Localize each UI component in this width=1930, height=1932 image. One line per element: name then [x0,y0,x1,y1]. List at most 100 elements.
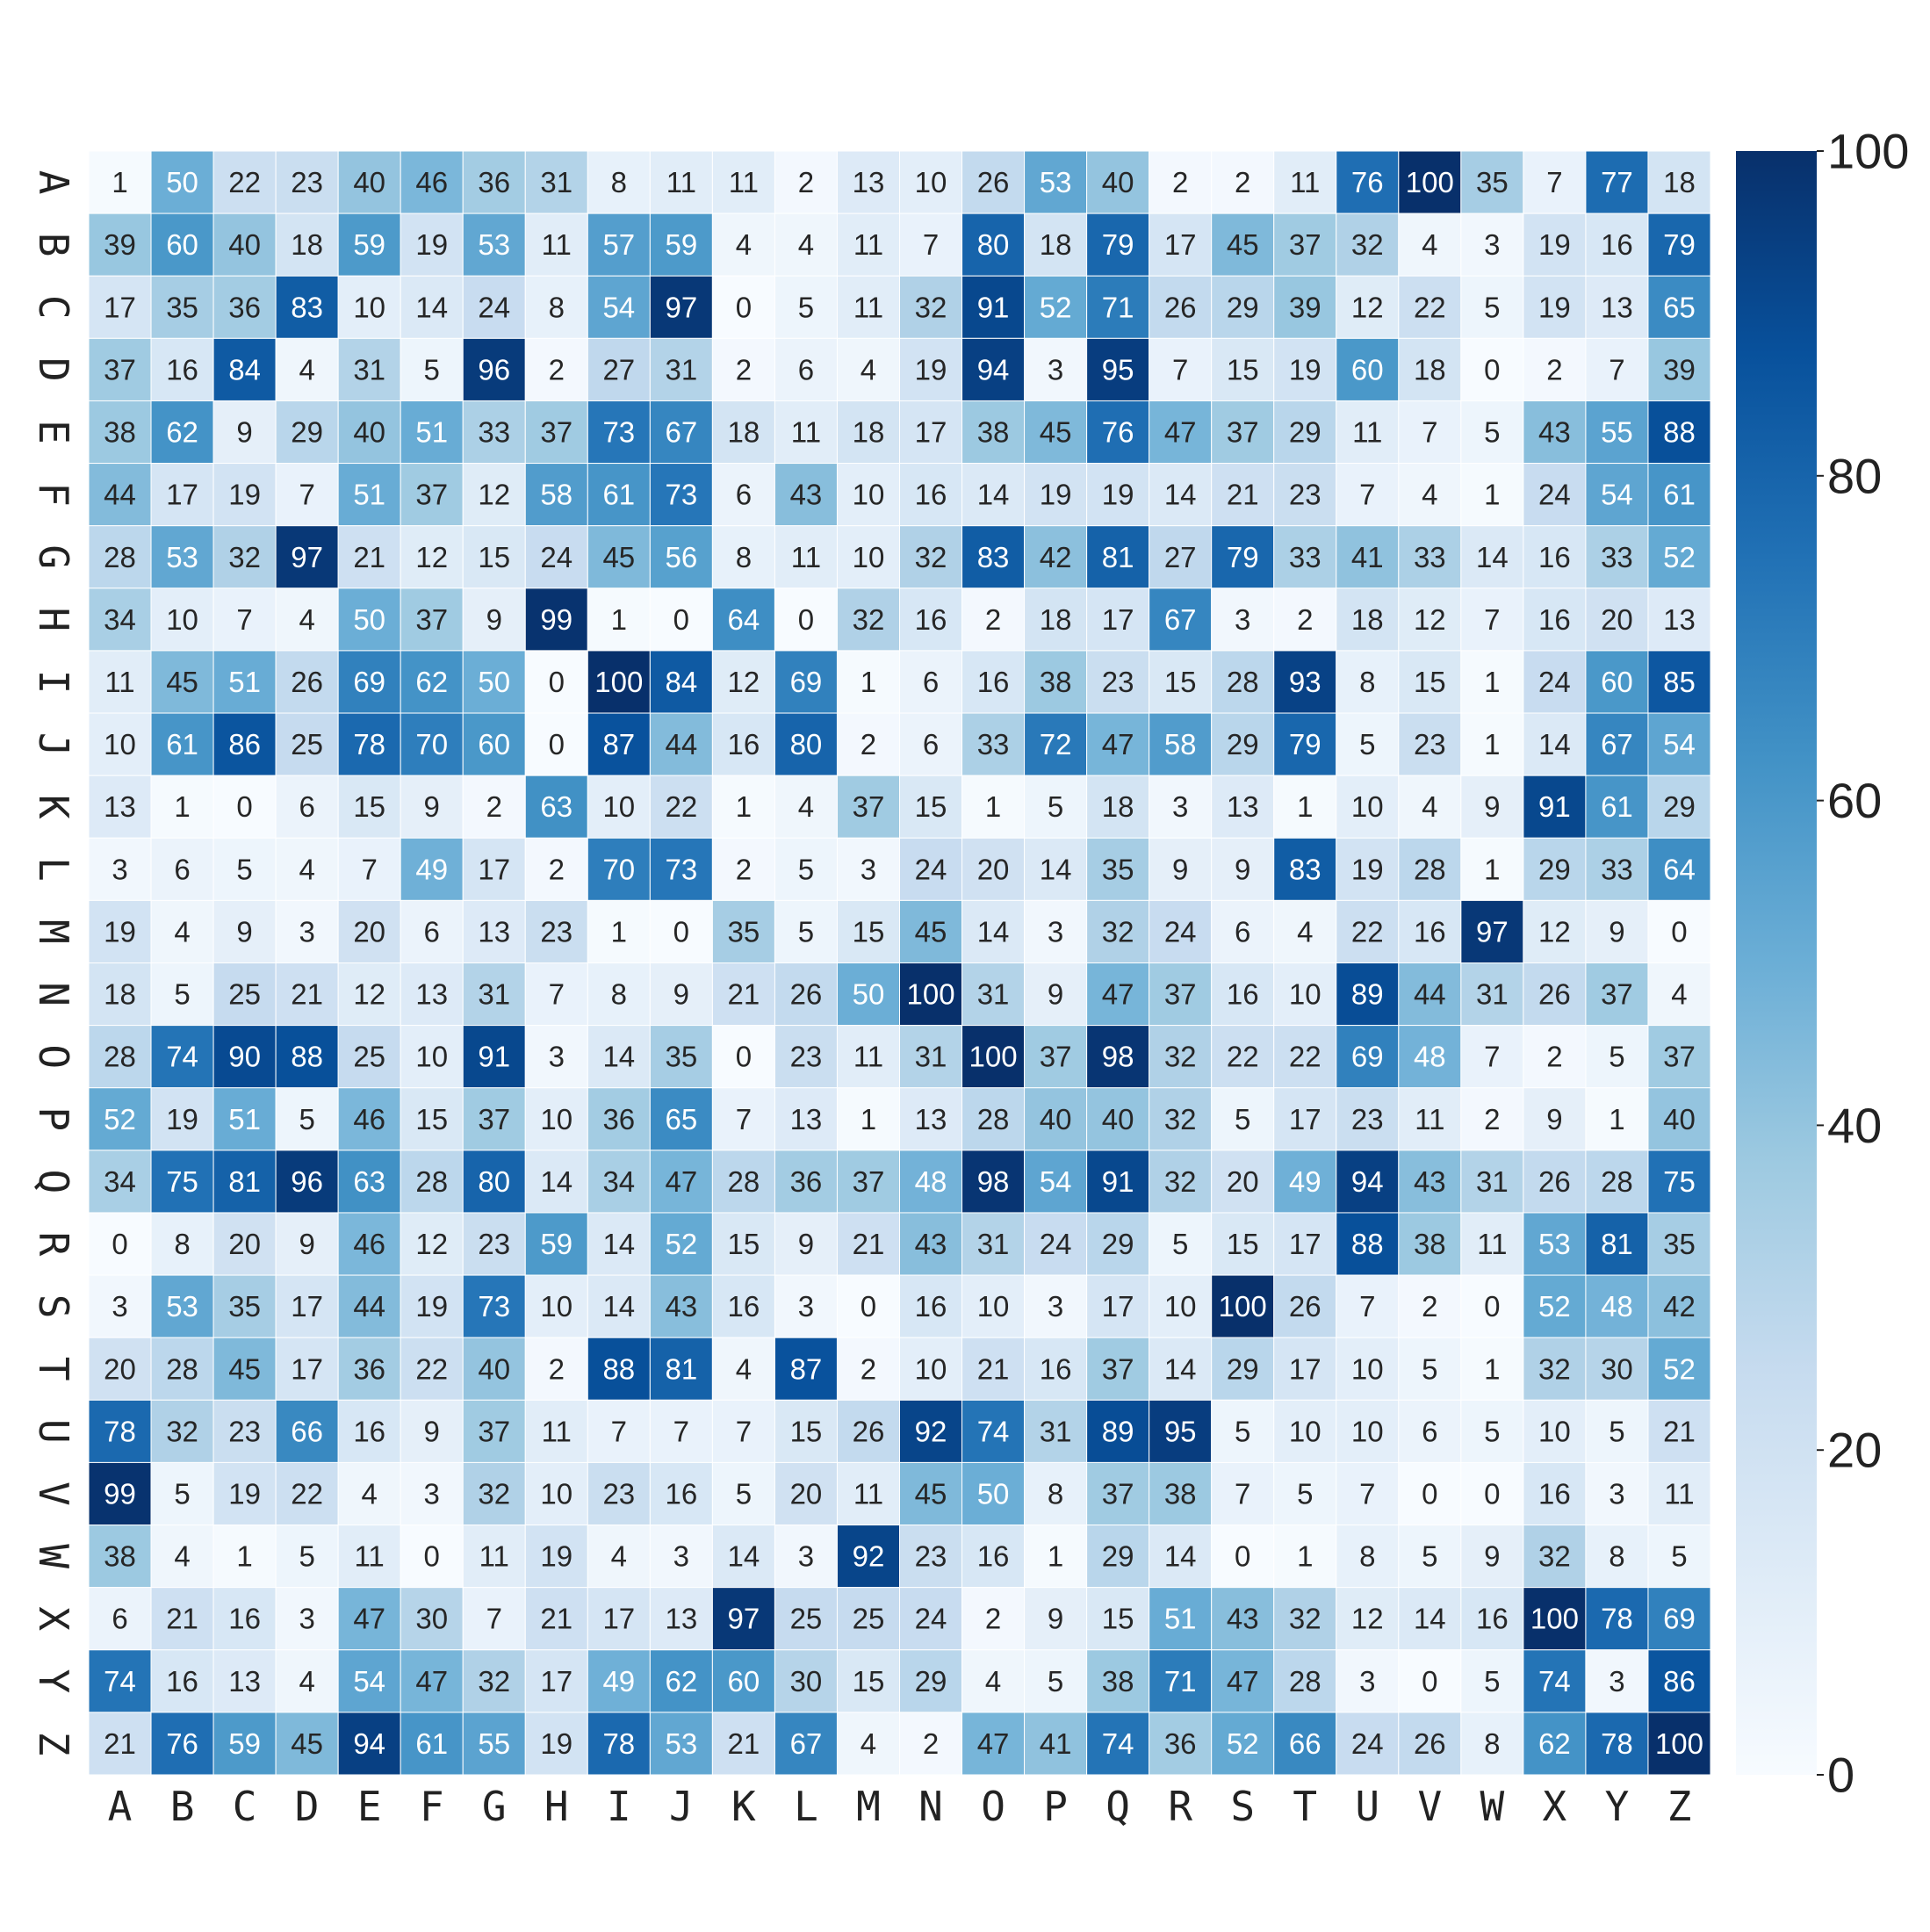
heatmap-cell [400,1461,464,1526]
heatmap-cell [1523,899,1587,964]
heatmap-cell [150,837,214,901]
heatmap-cell [1523,1712,1587,1776]
cell-label: 77 [1601,166,1633,198]
y-tick-label: Z [30,1732,77,1756]
cell-label: 31 [1040,1415,1072,1447]
heatmap-cell [1086,588,1150,652]
cell-label: 23 [1289,479,1321,511]
cell-label: 1 [1048,1540,1063,1573]
heatmap-cell [524,962,588,1027]
heatmap-cell [275,525,339,589]
cell-label: 22 [1351,915,1384,948]
heatmap-cell [711,650,775,714]
cell-label: 11 [1352,416,1382,449]
cell-label: 19 [915,353,947,386]
cell-label: 5 [736,1477,752,1510]
heatmap-cell [88,650,152,714]
cell-label: 61 [415,1727,448,1760]
cell-label: 33 [478,416,510,449]
cell-label: 50 [977,1477,1010,1510]
heatmap-cell [150,712,214,776]
cell-label: 61 [602,479,635,511]
heatmap-cell [524,150,588,214]
heatmap-cell [899,1399,963,1463]
heatmap-cell [1647,1337,1711,1401]
heatmap-cell [1523,1399,1587,1463]
heatmap-cell [1585,1087,1649,1151]
cell-label: 14 [977,915,1010,948]
heatmap-cell [1336,1461,1400,1526]
cell-label: 13 [790,1103,823,1135]
cell-label: 100 [1530,1603,1579,1635]
heatmap-cell [400,1587,464,1651]
heatmap-cell [1647,1461,1711,1526]
heatmap-cell [1398,1649,1462,1713]
heatmap-cell [1336,775,1400,839]
heatmap-cell [774,400,838,465]
heatmap-cell [711,525,775,589]
heatmap-cell [1024,400,1088,465]
heatmap-cell [836,1087,901,1151]
x-tick-label: N [918,1783,943,1830]
heatmap-cell [1024,275,1088,339]
heatmap-cell [1273,837,1337,901]
cell-label: 59 [228,1727,261,1760]
heatmap-cell [212,1712,277,1776]
heatmap-cell [1336,650,1400,714]
x-tick-label: D [295,1783,320,1830]
cell-label: 7 [299,479,314,511]
heatmap-cell [711,588,775,652]
cell-label: 59 [666,228,698,261]
heatmap-cell [1211,962,1275,1027]
cell-label: 40 [1102,166,1134,198]
cell-label: 98 [977,1165,1010,1198]
heatmap-cell [587,1337,651,1401]
cell-label: 14 [1538,728,1571,761]
cell-label: 1 [1297,790,1313,823]
cell-label: 5 [1172,1228,1188,1260]
y-tick-label: P [30,1107,77,1131]
cell-label: 97 [728,1603,760,1635]
cell-label: 6 [923,666,939,698]
cell-label: 89 [1102,1415,1134,1447]
cell-label: 53 [478,228,510,261]
heatmap-cell [1024,1649,1088,1713]
cell-label: 58 [540,479,573,511]
heatmap-cell [1647,463,1711,527]
cell-label: 54 [353,1665,385,1698]
cell-label: 16 [1601,228,1633,261]
heatmap-cell [400,337,464,401]
heatmap-cell [1024,837,1088,901]
cell-label: 8 [1609,1540,1624,1573]
cell-label: 91 [1102,1165,1134,1198]
cell-label: 17 [602,1603,635,1635]
heatmap-cell [1273,1461,1337,1526]
cell-label: 20 [790,1477,823,1510]
heatmap-cell [1460,1649,1524,1713]
heatmap-cell [275,1649,339,1713]
cell-label: 13 [415,978,448,1011]
cell-label: 74 [1102,1727,1134,1760]
heatmap-cell [1024,1587,1088,1651]
heatmap-cell [711,1399,775,1463]
cell-label: 14 [1040,853,1072,885]
heatmap-cell [1523,650,1587,714]
heatmap-cell [774,1712,838,1776]
cell-label: 5 [174,978,190,1011]
heatmap-cell [524,837,588,901]
heatmap-cell [1149,150,1213,214]
heatmap-cell [899,962,963,1027]
heatmap-cell [836,837,901,901]
heatmap-cell [337,1025,401,1089]
cell-label: 10 [1351,790,1384,823]
heatmap-cell [1523,275,1587,339]
heatmap-cell [587,275,651,339]
cell-label: 7 [1172,353,1188,386]
cell-label: 17 [291,1290,323,1323]
cell-label: 4 [174,915,190,948]
cell-label: 29 [915,1665,947,1698]
heatmap-cell [462,1337,526,1401]
heatmap-cell [88,463,152,527]
cell-label: 32 [1102,915,1134,948]
